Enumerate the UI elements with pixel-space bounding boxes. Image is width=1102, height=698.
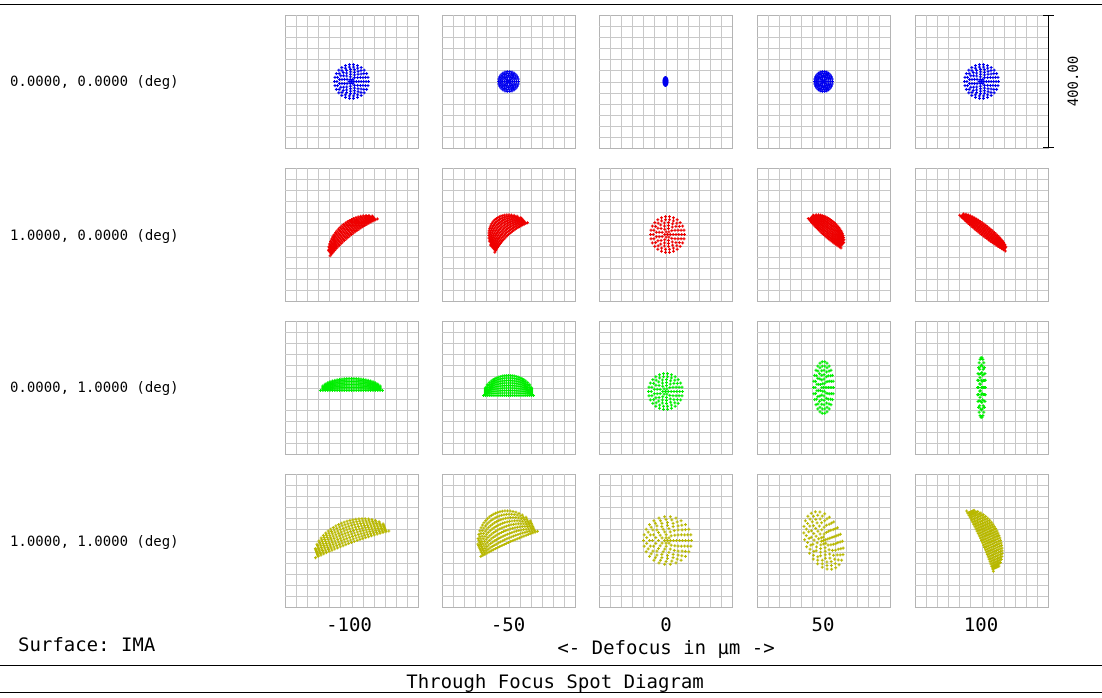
spot-panel-r0-c0	[285, 15, 419, 149]
panel-grid	[442, 15, 575, 148]
panel-grid	[757, 474, 890, 607]
spot-points	[965, 508, 1004, 573]
defocus-label-4: 100	[964, 614, 998, 636]
spot-panel-r3-c4	[915, 474, 1049, 608]
panel-grid	[599, 15, 732, 148]
field-label-1: 1.0000, 0.0000 (deg)	[10, 228, 179, 244]
spot-panel-r0-c3	[757, 15, 891, 149]
spot-points	[647, 372, 684, 411]
spot-panel-r3-c1	[442, 474, 576, 608]
chart-title: Through Focus Spot Diagram	[406, 671, 703, 693]
spot-panel-r1-c2	[599, 168, 733, 302]
spot-points	[976, 356, 987, 419]
spot-panel-r3-c2	[599, 474, 733, 608]
spot-points	[649, 215, 686, 254]
surface-label: Surface: IMA	[18, 634, 156, 656]
spot-panels	[285, 15, 1049, 608]
spot-panel-r3-c3	[757, 474, 891, 608]
spot-panel-r0-c2	[599, 15, 733, 149]
spot-points	[333, 63, 370, 100]
spot-points	[327, 214, 379, 258]
spot-points	[958, 212, 1008, 253]
spot-points	[662, 76, 669, 87]
spot-panel-r1-c3	[757, 168, 891, 302]
spot-points	[802, 510, 845, 571]
spot-panel-r3-c0	[285, 474, 419, 608]
field-label-0: 0.0000, 0.0000 (deg)	[10, 74, 179, 90]
defocus-tick-labels: -100 -50 0 50 100	[326, 614, 998, 636]
defocus-label-0: -100	[326, 614, 372, 636]
spot-panel-r2-c3	[757, 321, 891, 455]
panel-grid	[757, 321, 890, 454]
spot-panel-r0-c4	[915, 15, 1049, 149]
defocus-label-3: 50	[812, 614, 835, 636]
spot-points	[642, 515, 693, 566]
spot-panel-r2-c0	[285, 321, 419, 455]
spot-points	[313, 517, 391, 560]
defocus-label-2: 0	[660, 614, 671, 636]
spot-points	[497, 70, 520, 93]
spot-panel-r2-c1	[442, 321, 576, 455]
scale-bar-label: 400.00	[1066, 56, 1082, 107]
spot-points	[813, 70, 834, 93]
spot-points	[319, 377, 384, 392]
spot-points	[806, 213, 846, 250]
spot-panel-r1-c4	[915, 168, 1049, 302]
spot-panel-r2-c2	[599, 321, 733, 455]
spot-panel-r2-c4	[915, 321, 1049, 455]
scale-bar: 400.00	[1043, 15, 1082, 148]
field-labels: 0.0000, 0.0000 (deg) 1.0000, 0.0000 (deg…	[10, 74, 179, 550]
defocus-label-1: -50	[491, 614, 525, 636]
spot-points	[487, 213, 529, 254]
spot-panel-r0-c1	[442, 15, 576, 149]
spot-panel-r1-c1	[442, 168, 576, 302]
spot-points	[812, 360, 835, 415]
x-axis-label: <- Defocus in µm ->	[557, 637, 774, 659]
spot-panel-r1-c0	[285, 168, 419, 302]
spot-points	[482, 374, 535, 397]
field-label-3: 1.0000, 1.0000 (deg)	[10, 534, 179, 550]
spot-points	[476, 509, 539, 558]
field-label-2: 0.0000, 1.0000 (deg)	[10, 380, 179, 396]
panel-grid	[757, 15, 890, 148]
spot-points	[963, 63, 1000, 100]
